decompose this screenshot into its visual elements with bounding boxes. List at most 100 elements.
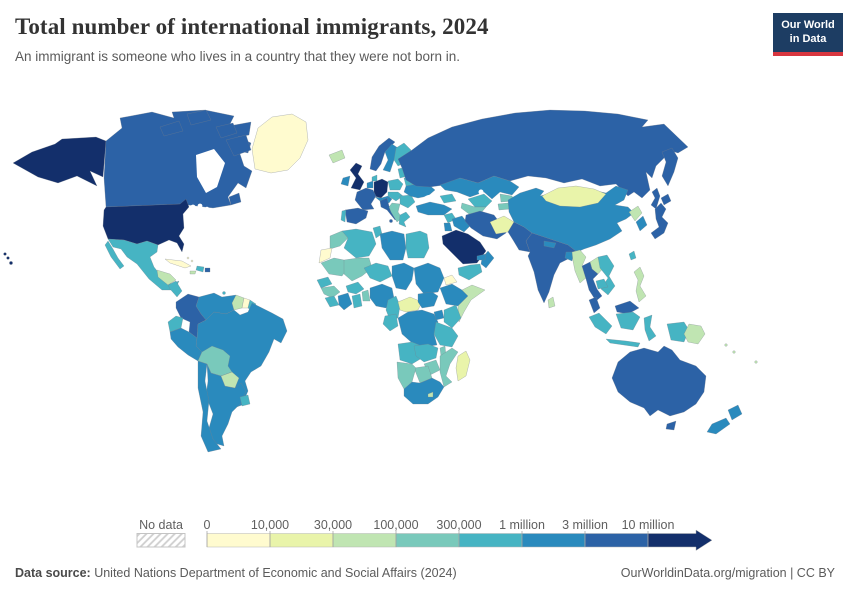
country-bahamas-1[interactable] — [186, 256, 190, 260]
country-western-sahara[interactable] — [318, 247, 333, 264]
country-france[interactable] — [354, 187, 377, 211]
country-taiwan[interactable] — [628, 250, 637, 261]
country-kenya[interactable] — [443, 304, 462, 329]
legend-bin-5[interactable] — [521, 533, 586, 548]
country-trinidad[interactable] — [222, 291, 226, 295]
country-malaysia[interactable] — [588, 296, 601, 314]
legend-bin-6[interactable] — [584, 533, 649, 548]
country-sierra-leone-liberia[interactable] — [324, 295, 340, 308]
country-norway[interactable] — [369, 137, 396, 172]
country-java[interactable] — [605, 338, 641, 348]
country-nepal[interactable] — [543, 240, 557, 249]
country-new-zealand-south[interactable] — [706, 417, 731, 435]
country-lesotho[interactable] — [427, 391, 434, 398]
license-credit[interactable]: OurWorldinData.org/migration | CC BY — [620, 566, 835, 580]
country-denmark[interactable] — [371, 174, 378, 182]
country-philippines[interactable] — [633, 266, 647, 303]
country-greece[interactable] — [398, 211, 411, 228]
legend-bin-4[interactable] — [458, 533, 523, 548]
country-congo-gabon[interactable] — [382, 313, 399, 332]
country-bahamas-2[interactable] — [190, 259, 194, 263]
country-south-sudan[interactable] — [417, 291, 439, 309]
country-guyana[interactable] — [231, 294, 245, 311]
country-iceland[interactable] — [328, 149, 346, 164]
country-solomon-islands[interactable] — [724, 343, 728, 347]
country-tanzania[interactable] — [433, 321, 459, 348]
country-central-african-republic[interactable] — [397, 296, 423, 313]
country-new-zealand-north[interactable] — [727, 404, 743, 421]
country-oman[interactable] — [480, 250, 495, 269]
country-south-korea[interactable] — [635, 215, 648, 232]
country-papua-new-guinea[interactable] — [683, 323, 706, 345]
country-sweden[interactable] — [382, 143, 399, 173]
country-sulawesi[interactable] — [643, 314, 657, 342]
country-guinea[interactable] — [320, 285, 341, 299]
country-chad[interactable] — [391, 262, 415, 291]
country-arctic-islands-2[interactable] — [186, 109, 212, 126]
country-germany[interactable] — [373, 178, 389, 199]
country-cambodia[interactable] — [595, 278, 609, 290]
country-egypt[interactable] — [405, 230, 430, 259]
country-iraq[interactable] — [451, 215, 471, 233]
country-alaska[interactable] — [12, 136, 107, 187]
country-togo-benin[interactable] — [361, 289, 371, 302]
country-arctic-islands-1[interactable] — [159, 120, 184, 137]
country-japan[interactable] — [650, 202, 669, 240]
country-uganda[interactable] — [433, 309, 445, 321]
country-kalimantan[interactable] — [615, 311, 641, 331]
country-haiti[interactable] — [195, 265, 205, 273]
country-mongolia[interactable] — [541, 185, 607, 208]
country-sudan[interactable] — [413, 262, 445, 295]
country-ghana[interactable] — [351, 293, 363, 309]
country-yemen[interactable] — [457, 263, 483, 281]
legend-bin-2[interactable] — [332, 533, 397, 548]
country-bangladesh[interactable] — [564, 251, 575, 262]
country-hawaii-1[interactable] — [3, 252, 7, 256]
legend-bin-0[interactable] — [206, 533, 271, 548]
country-jamaica[interactable] — [189, 270, 197, 275]
country-thailand[interactable] — [581, 261, 603, 302]
legend-bin-7-arrow[interactable] — [647, 529, 713, 551]
country-israel-jordan[interactable] — [443, 222, 453, 232]
country-ireland[interactable] — [340, 175, 351, 187]
country-algeria[interactable] — [341, 228, 377, 259]
owid-logo[interactable]: Our World in Data — [773, 13, 843, 56]
country-baffin-island[interactable] — [225, 134, 252, 157]
country-uae[interactable] — [476, 253, 487, 261]
country-vietnam[interactable] — [597, 254, 616, 296]
legend-bin-3[interactable] — [395, 533, 460, 548]
country-somalia[interactable] — [457, 284, 486, 323]
country-dr-congo[interactable] — [397, 309, 439, 348]
legend-bin-1[interactable] — [269, 533, 334, 548]
country-libya[interactable] — [379, 230, 407, 261]
country-burkina-faso[interactable] — [345, 281, 365, 295]
country-united-kingdom[interactable] — [349, 162, 365, 191]
country-greenland[interactable] — [251, 113, 309, 174]
country-borneo-malaysia[interactable] — [614, 300, 640, 315]
country-eritrea[interactable] — [443, 274, 458, 286]
country-cuba[interactable] — [164, 258, 192, 269]
country-sicily[interactable] — [389, 219, 393, 223]
legend-color-bar[interactable] — [206, 529, 713, 551]
country-caucasus[interactable] — [439, 193, 457, 204]
country-portugal[interactable] — [340, 209, 347, 223]
country-kamchatka[interactable] — [661, 147, 679, 187]
country-australia[interactable] — [611, 345, 707, 417]
country-south-africa[interactable] — [403, 377, 445, 405]
legend-no-data-swatch[interactable] — [136, 533, 186, 548]
country-fiji[interactable] — [754, 360, 758, 364]
country-central-america-south[interactable] — [167, 280, 183, 298]
country-zambia[interactable] — [413, 343, 439, 363]
country-uruguay[interactable] — [239, 394, 251, 407]
country-arctic-islands-3[interactable] — [215, 122, 238, 139]
country-turkey[interactable] — [415, 201, 453, 216]
country-mozambique[interactable] — [439, 347, 459, 388]
country-vanuatu[interactable] — [732, 350, 736, 354]
country-kazakhstan[interactable] — [439, 175, 520, 200]
country-newfoundland[interactable] — [228, 192, 242, 206]
country-madagascar[interactable] — [455, 350, 471, 382]
country-senegal[interactable] — [316, 276, 333, 289]
country-netherlands-belgium[interactable] — [366, 180, 374, 189]
country-india[interactable] — [525, 232, 578, 304]
country-morocco[interactable] — [329, 230, 349, 250]
